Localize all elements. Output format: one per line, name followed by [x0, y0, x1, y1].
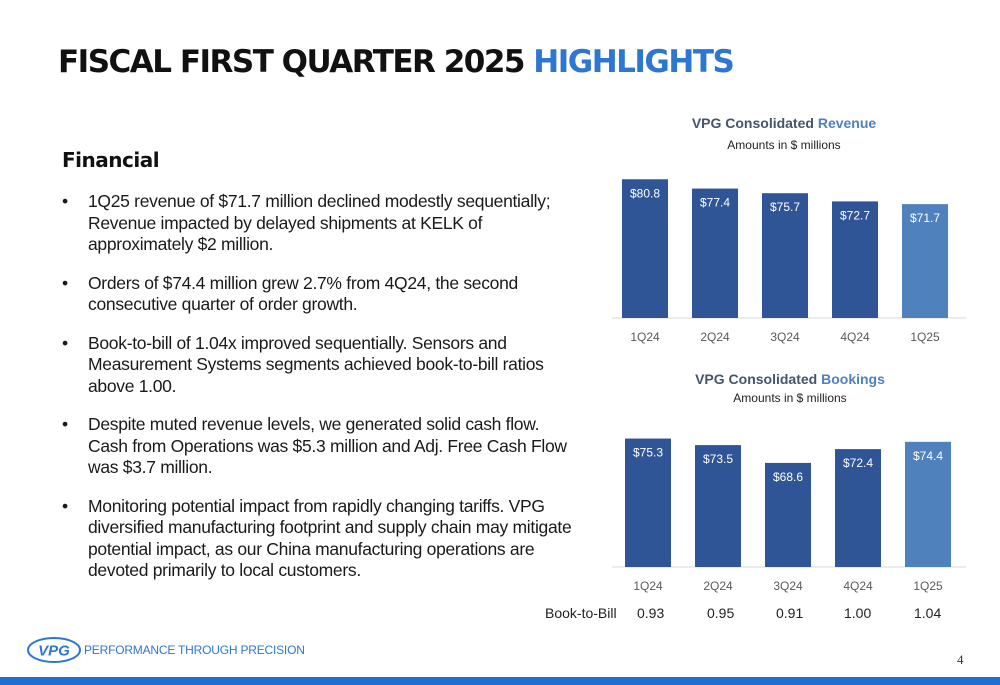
book-to-bill-value: 1.04: [914, 605, 942, 621]
bookings-chart: VPG Consolidated Bookings Amounts in $ mi…: [612, 371, 966, 593]
bar: [765, 462, 811, 567]
chart-title: VPG Consolidated Revenue: [692, 115, 877, 131]
bar: [905, 441, 951, 567]
bar-data-label: $77.4: [700, 196, 730, 210]
bar: [835, 449, 881, 567]
chart-subtitle: Amounts in $ millions: [727, 138, 840, 152]
logo-ring: [27, 637, 81, 663]
title-main: FISCAL FIRST QUARTER 2025: [58, 44, 525, 80]
bullet-item: • Despite muted revenue levels, we genera…: [62, 414, 582, 479]
logo-text: VPG: [38, 643, 70, 660]
bar-data-label: $72.7: [840, 208, 870, 222]
chart-title-main: VPG Consolidated: [695, 371, 821, 387]
bullet-text: Orders of $74.4 million grew 2.7% from 4…: [88, 272, 518, 315]
bar-data-label: $80.8: [630, 186, 660, 200]
bar: [762, 193, 808, 318]
book-to-bill-value: 0.95: [707, 605, 735, 621]
book-to-bill-value: 1.00: [844, 605, 872, 621]
bar-data-label: $68.6: [773, 470, 803, 484]
bar-data-label: $75.3: [633, 446, 663, 460]
bottom-accent-bar: [0, 677, 1000, 685]
x-tick-label: 2Q24: [700, 330, 730, 344]
bar-data-label: $73.5: [703, 452, 733, 466]
bar-data-label: $75.7: [770, 200, 800, 214]
bullet-dot: •: [62, 414, 68, 434]
chart-title-accent: Revenue: [818, 115, 877, 131]
book-to-bill-value: 0.93: [637, 605, 665, 621]
page-number: 4: [957, 652, 964, 667]
bullet-dot: •: [62, 272, 68, 293]
x-tick-label: 1Q25: [910, 330, 940, 344]
revenue-chart: VPG Consolidated Revenue Amounts in $ mil…: [612, 115, 966, 344]
vpg-logo: VPG: [27, 637, 81, 663]
bar: [832, 201, 878, 318]
x-tick-label: 4Q24: [840, 330, 870, 344]
bar-data-label: $74.4: [913, 449, 943, 463]
bullet-dot: •: [62, 191, 68, 211]
bar-data-label: $72.4: [843, 456, 873, 470]
chart-title-accent: Bookings: [821, 371, 885, 387]
page-title: FISCAL FIRST QUARTER 2025 HIGHLIGHTS: [58, 44, 735, 80]
bullet-dot: •: [62, 495, 68, 516]
chart-title-main: VPG Consolidated: [692, 115, 818, 131]
x-tick-label: 3Q24: [770, 330, 800, 344]
title-highlight: HIGHLIGHTS: [533, 44, 735, 80]
bullet-item: • Monitoring potential impact from rapidl…: [62, 496, 582, 582]
section-heading: Financial: [62, 148, 160, 172]
bar: [622, 179, 668, 318]
book-to-bill-label: Book-to-Bill: [545, 605, 617, 621]
x-tick-label: 1Q24: [630, 330, 660, 344]
book-to-bill-value: 0.91: [776, 605, 804, 621]
chart-subtitle: Amounts in $ millions: [733, 391, 846, 405]
footer-tagline: PERFORMANCE THROUGH PRECISION: [84, 643, 305, 657]
x-tick-label: 1Q25: [913, 579, 943, 593]
bar: [625, 438, 671, 567]
chart-title: VPG Consolidated Bookings: [695, 371, 885, 387]
bullet-text: Book-to-bill of 1.04x improved sequentia…: [88, 332, 544, 396]
bullet-item: • Book-to-bill of 1.04x improved sequenti…: [62, 333, 582, 398]
bullet-text: 1Q25 revenue of $71.7 million declined m…: [88, 191, 551, 254]
bullet-dot: •: [62, 332, 68, 353]
bar: [902, 204, 948, 318]
bullet-item: • 1Q25 revenue of $71.7 million declined …: [62, 191, 582, 256]
x-tick-label: 4Q24: [843, 579, 873, 593]
bullet-item: • Orders of $74.4 million grew 2.7% from …: [62, 273, 582, 316]
bar-data-label: $71.7: [910, 211, 940, 225]
bar: [695, 445, 741, 567]
bullet-list: • 1Q25 revenue of $71.7 million declined …: [62, 191, 582, 599]
x-tick-label: 1Q24: [633, 579, 663, 593]
bullet-text: Despite muted revenue levels, we generat…: [88, 414, 567, 477]
bar: [692, 188, 738, 318]
x-tick-label: 2Q24: [703, 579, 733, 593]
bullet-text: Monitoring potential impact from rapidly…: [88, 495, 572, 581]
x-tick-label: 3Q24: [773, 579, 803, 593]
